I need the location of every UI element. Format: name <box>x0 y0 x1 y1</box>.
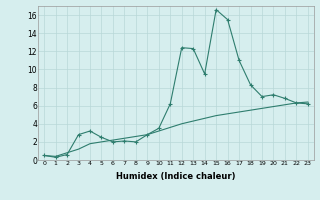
X-axis label: Humidex (Indice chaleur): Humidex (Indice chaleur) <box>116 172 236 181</box>
